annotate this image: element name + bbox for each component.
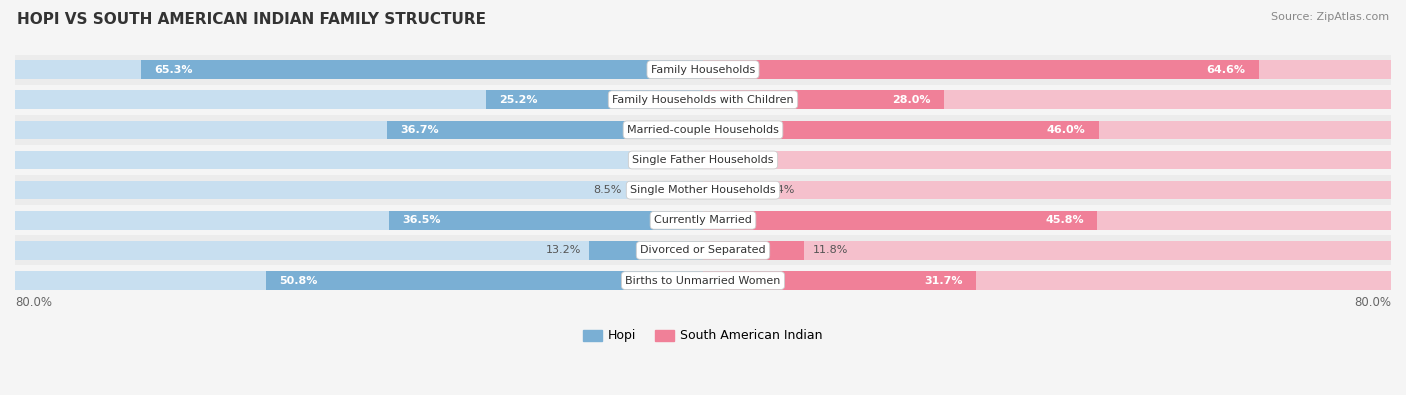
Text: 8.5%: 8.5% (593, 185, 621, 195)
Text: 46.0%: 46.0% (1047, 125, 1085, 135)
Bar (15, 211, 703, 229)
Legend: Hopi, South American Indian: Hopi, South American Indian (583, 329, 823, 342)
Text: Married-couple Households: Married-couple Households (627, 125, 779, 135)
Bar (15, 60, 703, 79)
Bar (703, 211, 1391, 229)
Text: 31.7%: 31.7% (924, 276, 963, 286)
Text: Source: ZipAtlas.com: Source: ZipAtlas.com (1271, 12, 1389, 22)
Bar (15, 175, 1391, 205)
Text: 80.0%: 80.0% (15, 295, 52, 308)
Bar (679, 150, 703, 169)
Bar (15, 150, 703, 169)
Text: 11.8%: 11.8% (813, 245, 848, 256)
Bar (703, 60, 1391, 79)
Bar (703, 90, 943, 109)
Text: 45.8%: 45.8% (1045, 215, 1084, 225)
Bar (703, 120, 1391, 139)
Text: 25.2%: 25.2% (499, 95, 537, 105)
Bar (703, 241, 1391, 260)
Bar (15, 241, 703, 260)
Bar (15, 115, 1391, 145)
Text: 36.5%: 36.5% (402, 215, 440, 225)
Bar (15, 181, 703, 199)
Text: Currently Married: Currently Married (654, 215, 752, 225)
Bar (15, 85, 1391, 115)
Bar (15, 235, 1391, 265)
Bar (388, 120, 703, 139)
Bar (703, 120, 1098, 139)
Bar (703, 150, 723, 169)
Bar (703, 181, 758, 199)
Bar (630, 181, 703, 199)
Text: 65.3%: 65.3% (155, 64, 193, 75)
Text: 36.7%: 36.7% (401, 125, 439, 135)
Bar (15, 265, 1391, 295)
Bar (703, 271, 976, 290)
Bar (703, 271, 1391, 290)
Text: 2.3%: 2.3% (731, 155, 759, 165)
Text: 6.4%: 6.4% (766, 185, 794, 195)
Bar (703, 241, 804, 260)
Bar (15, 205, 1391, 235)
Bar (266, 271, 703, 290)
Text: Divorced or Separated: Divorced or Separated (640, 245, 766, 256)
Bar (15, 145, 1391, 175)
Bar (15, 120, 703, 139)
Text: 13.2%: 13.2% (546, 245, 581, 256)
Bar (15, 55, 1391, 85)
Text: HOPI VS SOUTH AMERICAN INDIAN FAMILY STRUCTURE: HOPI VS SOUTH AMERICAN INDIAN FAMILY STR… (17, 12, 486, 27)
Text: Single Mother Households: Single Mother Households (630, 185, 776, 195)
Text: 50.8%: 50.8% (278, 276, 318, 286)
Bar (703, 60, 1258, 79)
Bar (589, 241, 703, 260)
Bar (389, 211, 703, 229)
Bar (703, 150, 1391, 169)
Bar (703, 211, 1097, 229)
Text: Births to Unmarried Women: Births to Unmarried Women (626, 276, 780, 286)
Text: 80.0%: 80.0% (1354, 295, 1391, 308)
Text: Family Households with Children: Family Households with Children (612, 95, 794, 105)
Bar (15, 90, 703, 109)
Bar (703, 90, 1391, 109)
Bar (15, 271, 703, 290)
Text: 28.0%: 28.0% (893, 95, 931, 105)
Bar (142, 60, 703, 79)
Text: 64.6%: 64.6% (1206, 64, 1246, 75)
Text: 2.8%: 2.8% (641, 155, 671, 165)
Text: Single Father Households: Single Father Households (633, 155, 773, 165)
Text: Family Households: Family Households (651, 64, 755, 75)
Bar (703, 181, 1391, 199)
Bar (486, 90, 703, 109)
